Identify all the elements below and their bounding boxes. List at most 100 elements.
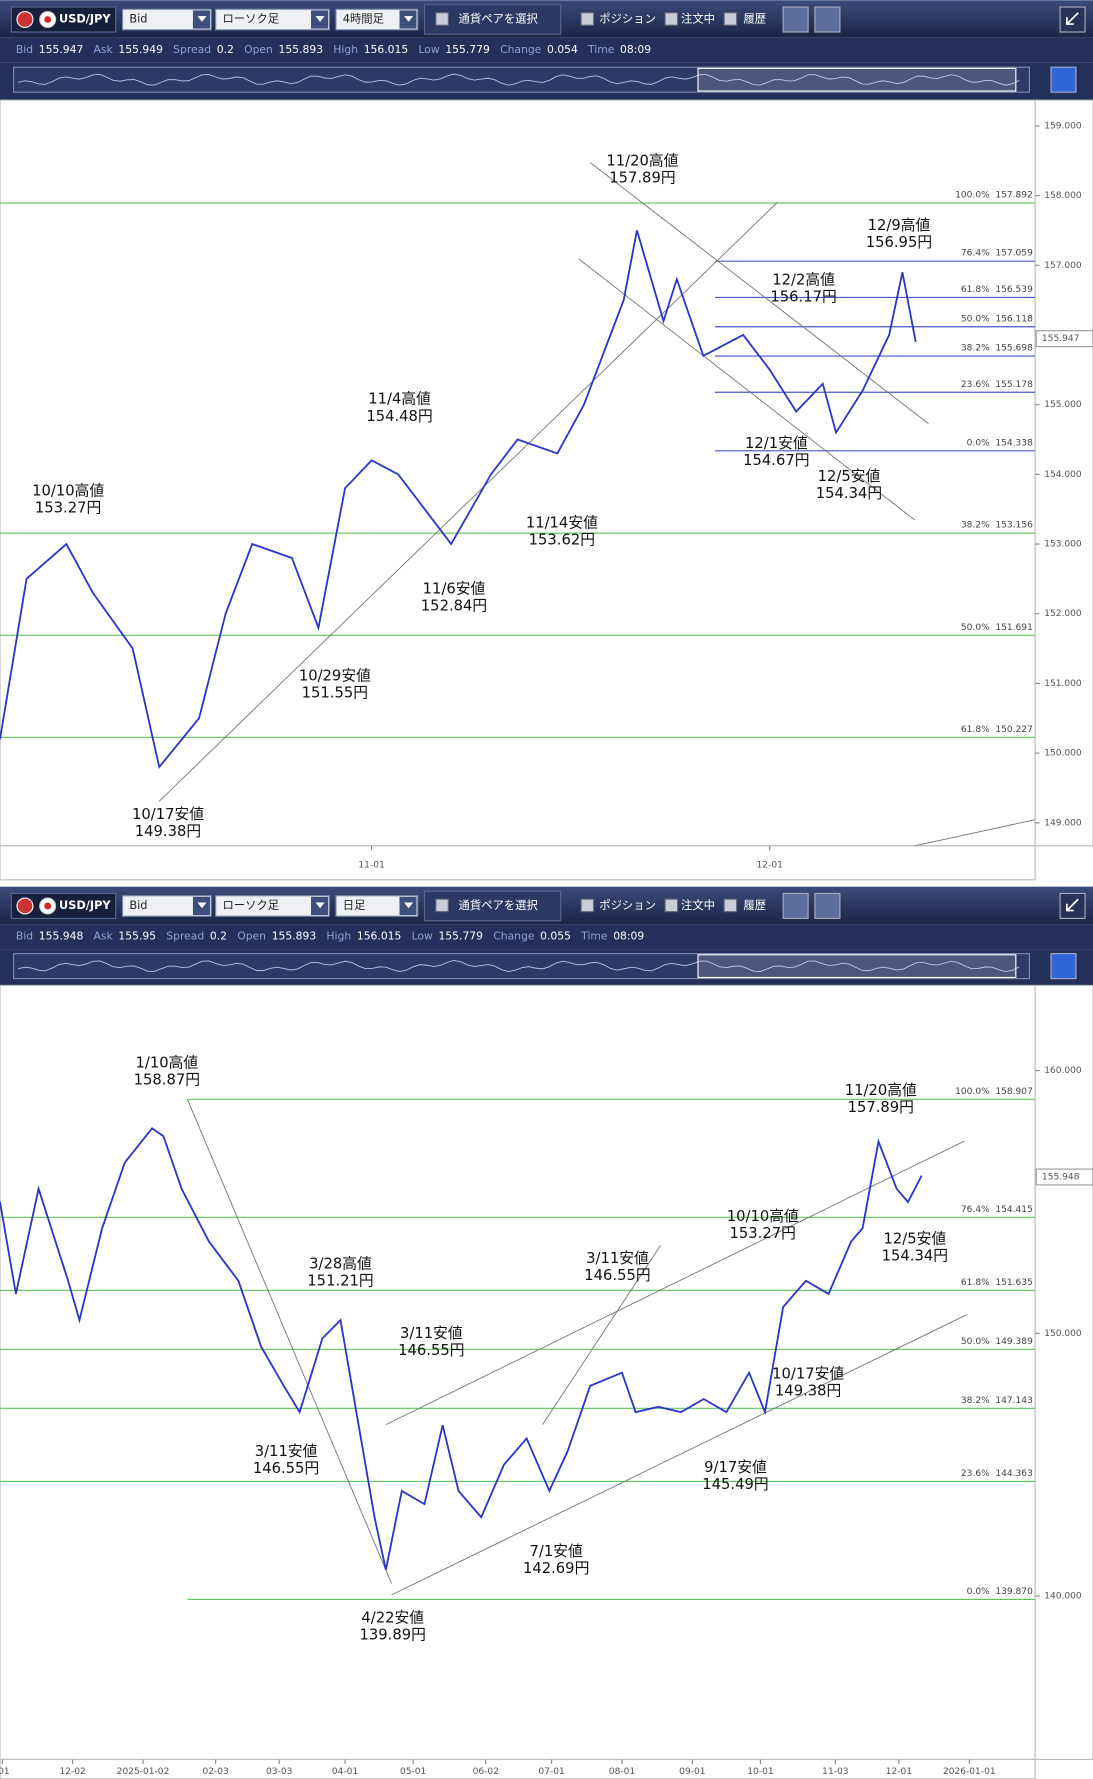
info-label: Ask — [94, 930, 114, 943]
y-tick-label: 150.000 — [1044, 749, 1082, 759]
info-label: Time — [587, 43, 615, 56]
fib-price: 139.870 — [995, 1587, 1033, 1597]
info-label: Bid — [16, 930, 33, 943]
navigator-button[interactable] — [1050, 953, 1077, 980]
annotation: 10/17安値 — [132, 806, 204, 823]
info-label: Open — [237, 930, 266, 943]
checkbox[interactable] — [435, 12, 449, 26]
fib-price: 154.415 — [995, 1205, 1032, 1215]
flag-icon — [16, 897, 34, 915]
annotation: 146.55円 — [584, 1267, 650, 1284]
fib-price: 149.389 — [995, 1337, 1033, 1347]
annotation: 9/17安値 — [704, 1459, 767, 1476]
navigator[interactable] — [13, 953, 1031, 980]
fib-price: 155.698 — [995, 344, 1033, 354]
x-tick-label: -01 — [0, 1767, 10, 1777]
annotation: 149.38円 — [775, 1383, 841, 1400]
tool-button[interactable] — [814, 6, 841, 33]
info-label: Ask — [94, 43, 114, 56]
dropdown-value: ローソク足 — [222, 898, 279, 912]
annotation: 11/20高値 — [845, 1082, 917, 1099]
navigator[interactable] — [13, 66, 1031, 93]
annotation: 139.89円 — [360, 1627, 426, 1644]
annotation: 10/10高値 — [727, 1208, 799, 1225]
annotation: 7/1安値 — [530, 1543, 583, 1560]
trend-line — [542, 1245, 661, 1425]
collapse-icon — [1066, 898, 1079, 912]
annotation: 145.49円 — [702, 1476, 768, 1493]
price-line — [0, 1127, 923, 1571]
dropdown-arrow-icon — [197, 902, 207, 909]
x-tick-label: 11-01 — [358, 861, 384, 871]
dropdown[interactable] — [335, 8, 419, 31]
fib-ratio: 50.0% — [961, 1337, 990, 1347]
dropdown-value: 日足 — [343, 898, 366, 912]
x-tick-label: 12-01 — [757, 861, 783, 871]
info-label: High — [326, 930, 351, 943]
navigator-button[interactable] — [1050, 66, 1077, 93]
fib-ratio: 61.8% — [961, 285, 990, 295]
fib-price: 157.059 — [995, 249, 1033, 259]
dropdown[interactable] — [215, 895, 330, 917]
trend-line — [589, 162, 929, 424]
annotation: 12/5安値 — [883, 1231, 946, 1248]
info-value: 0.2 — [217, 43, 234, 56]
info-label: Low — [418, 43, 439, 56]
annotation: 12/2高値 — [772, 272, 835, 289]
info-value: 156.015 — [357, 930, 402, 943]
annotation: 149.38円 — [135, 823, 201, 840]
tool-button[interactable] — [814, 892, 841, 920]
checkbox[interactable] — [580, 898, 595, 913]
chart-area — [0, 99, 1036, 847]
checkbox[interactable] — [580, 12, 595, 26]
annotation: 153.27円 — [35, 500, 101, 517]
dropdown[interactable] — [122, 895, 212, 917]
tool-button[interactable] — [782, 892, 809, 920]
flag-icon — [44, 902, 52, 910]
fib-ratio: 100.0% — [955, 1087, 990, 1097]
annotation: 10/17安値 — [772, 1366, 844, 1383]
navigator-window[interactable] — [697, 67, 1017, 92]
currency-pair: USD/JPY — [59, 898, 111, 912]
trend-line — [391, 1314, 968, 1596]
collapse-icon — [1066, 12, 1079, 25]
tool-button[interactable] — [782, 6, 809, 33]
checkbox[interactable] — [664, 12, 679, 26]
fib-ratio: 76.4% — [961, 1205, 990, 1215]
checkbox[interactable] — [723, 12, 738, 26]
checkbox-label: 通貨ペアを選択 — [459, 12, 539, 26]
info-value: 155.95 — [118, 930, 156, 943]
fib-ratio: 38.2% — [961, 1396, 990, 1406]
dropdown[interactable] — [215, 8, 330, 31]
annotation: 153.27円 — [730, 1225, 796, 1242]
fib-ratio: 38.2% — [961, 521, 990, 531]
info-label: Time — [580, 930, 608, 943]
dropdown[interactable] — [335, 895, 419, 917]
y-tick-label: 153.000 — [1044, 540, 1082, 550]
fib-price: 158.907 — [995, 1087, 1032, 1097]
fib-ratio: 61.8% — [961, 1278, 990, 1288]
annotation: 154.48円 — [366, 408, 432, 425]
navigator-window[interactable] — [697, 954, 1017, 979]
dropdown[interactable] — [122, 8, 212, 31]
x-tick-label: 06-02 — [473, 1767, 499, 1777]
pair-select-bg — [423, 4, 562, 35]
fib-ratio: 0.0% — [967, 1587, 990, 1597]
fib-ratio: 100.0% — [955, 191, 990, 201]
checkbox[interactable] — [435, 898, 449, 913]
info-label: Change — [500, 43, 542, 56]
x-tick-label: 03-03 — [266, 1767, 293, 1777]
info-label: Bid — [16, 43, 33, 56]
current-price-box — [1035, 1168, 1093, 1186]
annotation: 3/11安値 — [586, 1250, 649, 1267]
checkbox[interactable] — [723, 898, 738, 913]
fib-price: 156.118 — [995, 314, 1033, 324]
fib-price: 153.156 — [995, 521, 1033, 531]
annotation: 11/20高値 — [606, 152, 678, 169]
x-tick-label: 10-01 — [747, 1767, 773, 1777]
checkbox-label: ポジション — [599, 12, 656, 26]
checkbox[interactable] — [664, 898, 679, 913]
flag-icon — [44, 16, 52, 23]
checkbox-label: 履歴 — [743, 898, 766, 912]
annotation: 146.55円 — [398, 1342, 464, 1359]
